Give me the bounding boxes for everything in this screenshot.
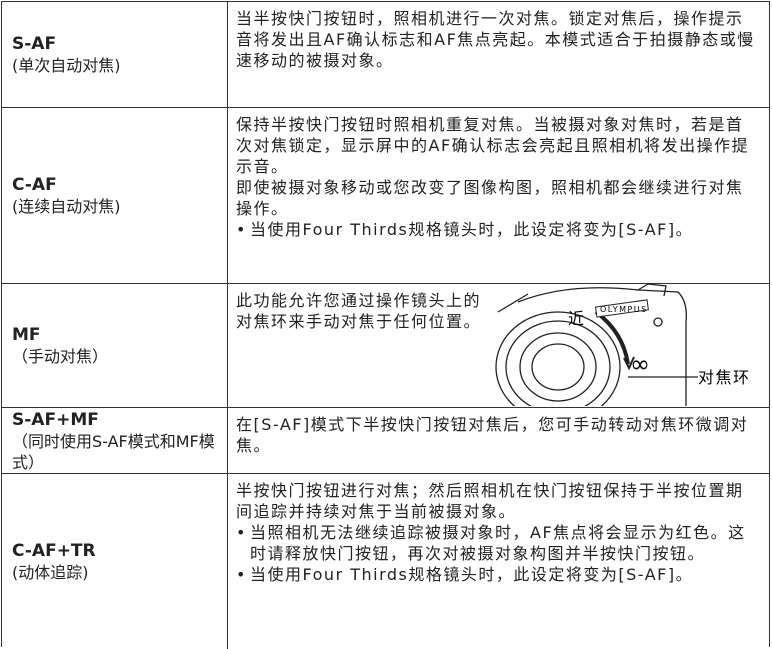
mode-description: (动体追踪) xyxy=(12,563,89,582)
mode-cell: C-AF+TR (动体追踪) xyxy=(2,474,228,649)
mode-cell: S-AF (单次自动对焦) xyxy=(2,2,228,107)
mode-name: S-AF+MF xyxy=(12,409,99,430)
bullet-item: 当使用Four Thirds规格镜头时，此设定将变为[S-AF]。 xyxy=(236,564,759,585)
mode-description: （手动对焦） xyxy=(12,347,109,366)
focus-ring-label: 对焦环 xyxy=(698,368,751,387)
description-cell: 此功能允许您通过操作镜头上的对焦环来手动对焦于任何位置。 OLYMPUS 近 ∞ 对焦… xyxy=(228,283,769,407)
lens-illustration: OLYMPUS 近 ∞ 对焦环 xyxy=(495,283,751,406)
description-cell: 当半按快门按钮时，照相机进行一次对焦。锁定对焦后，操作提示音将发出且AF确认标志… xyxy=(228,2,769,107)
mode-name: C-AF+TR xyxy=(12,541,96,561)
brand-label: OLYMPUS xyxy=(600,305,648,314)
table-row: MF （手动对焦） 此功能允许您通过操作镜头上的对焦环来手动对焦于任何位置。 OLY… xyxy=(2,283,769,408)
table-row: S-AF+MF （同时使用S-AF模式和MF模式） 在[S-AF]模式下半按快门按钮… xyxy=(2,408,769,474)
description-cell: 保持半按快门按钮时照相机重复对焦。当被摄对象对焦时，若是首次对焦锁定，显示屏中的… xyxy=(228,108,769,283)
description-cell: 在[S-AF]模式下半按快门按钮对焦后，您可手动转动对焦环微调对焦。 xyxy=(228,408,769,473)
mode-cell: S-AF+MF （同时使用S-AF模式和MF模式） xyxy=(2,408,228,473)
infinity-label: ∞ xyxy=(630,350,652,378)
table-row: S-AF (单次自动对焦) 当半按快门按钮时，照相机进行一次对焦。锁定对焦后，操作提… xyxy=(2,2,769,108)
paragraph: 半按快门按钮进行对焦；然后照相机在快门按钮保持于半按位置期间追踪并持续对焦于当前… xyxy=(236,481,744,521)
mode-name: C-AF xyxy=(12,175,57,195)
bullet-item: 当照相机无法继续追踪被摄对象时，AF焦点将会显示为红色。这时请释放快门按钮，再次… xyxy=(236,522,759,564)
table-row: C-AF+TR (动体追踪) 半按快门按钮进行对焦；然后照相机在快门按钮保持于半按位… xyxy=(2,474,769,649)
paragraph: 保持半按快门按钮时照相机重复对焦。当被摄对象对焦时，若是首次对焦锁定，显示屏中的… xyxy=(236,115,750,176)
near-label: 近 xyxy=(568,309,586,328)
paragraph: 当半按快门按钮时，照相机进行一次对焦。锁定对焦后，操作提示音将发出且AF确认标志… xyxy=(236,9,755,70)
description-cell: 半按快门按钮进行对焦；然后照相机在快门按钮保持于半按位置期间追踪并持续对焦于当前… xyxy=(228,474,769,649)
mode-cell: MF （手动对焦） xyxy=(2,284,228,407)
paragraph: 此功能允许您通过操作镜头上的对焦环来手动对焦于任何位置。 xyxy=(236,291,482,331)
mode-description: （同时使用S-AF模式和MF模式） xyxy=(12,431,215,472)
paragraph: 在[S-AF]模式下半按快门按钮对焦后，您可手动转动对焦环微调对焦。 xyxy=(236,415,749,455)
paragraph: 即使被摄对象移动或您改变了图像构图，照相机都会继续进行对焦操作。 xyxy=(236,178,744,218)
table-row: C-AF (连续自动对焦) 保持半按快门按钮时照相机重复对焦。当被摄对象对焦时，若是… xyxy=(2,108,769,284)
mode-description: (连续自动对焦) xyxy=(12,197,121,216)
bullet-item: 当使用Four Thirds规格镜头时，此设定将变为[S-AF]。 xyxy=(236,219,759,240)
mode-name: MF xyxy=(12,325,41,345)
mode-description: (单次自动对焦) xyxy=(12,56,121,75)
mode-name: S-AF xyxy=(12,34,57,54)
mode-cell: C-AF (连续自动对焦) xyxy=(2,108,228,283)
